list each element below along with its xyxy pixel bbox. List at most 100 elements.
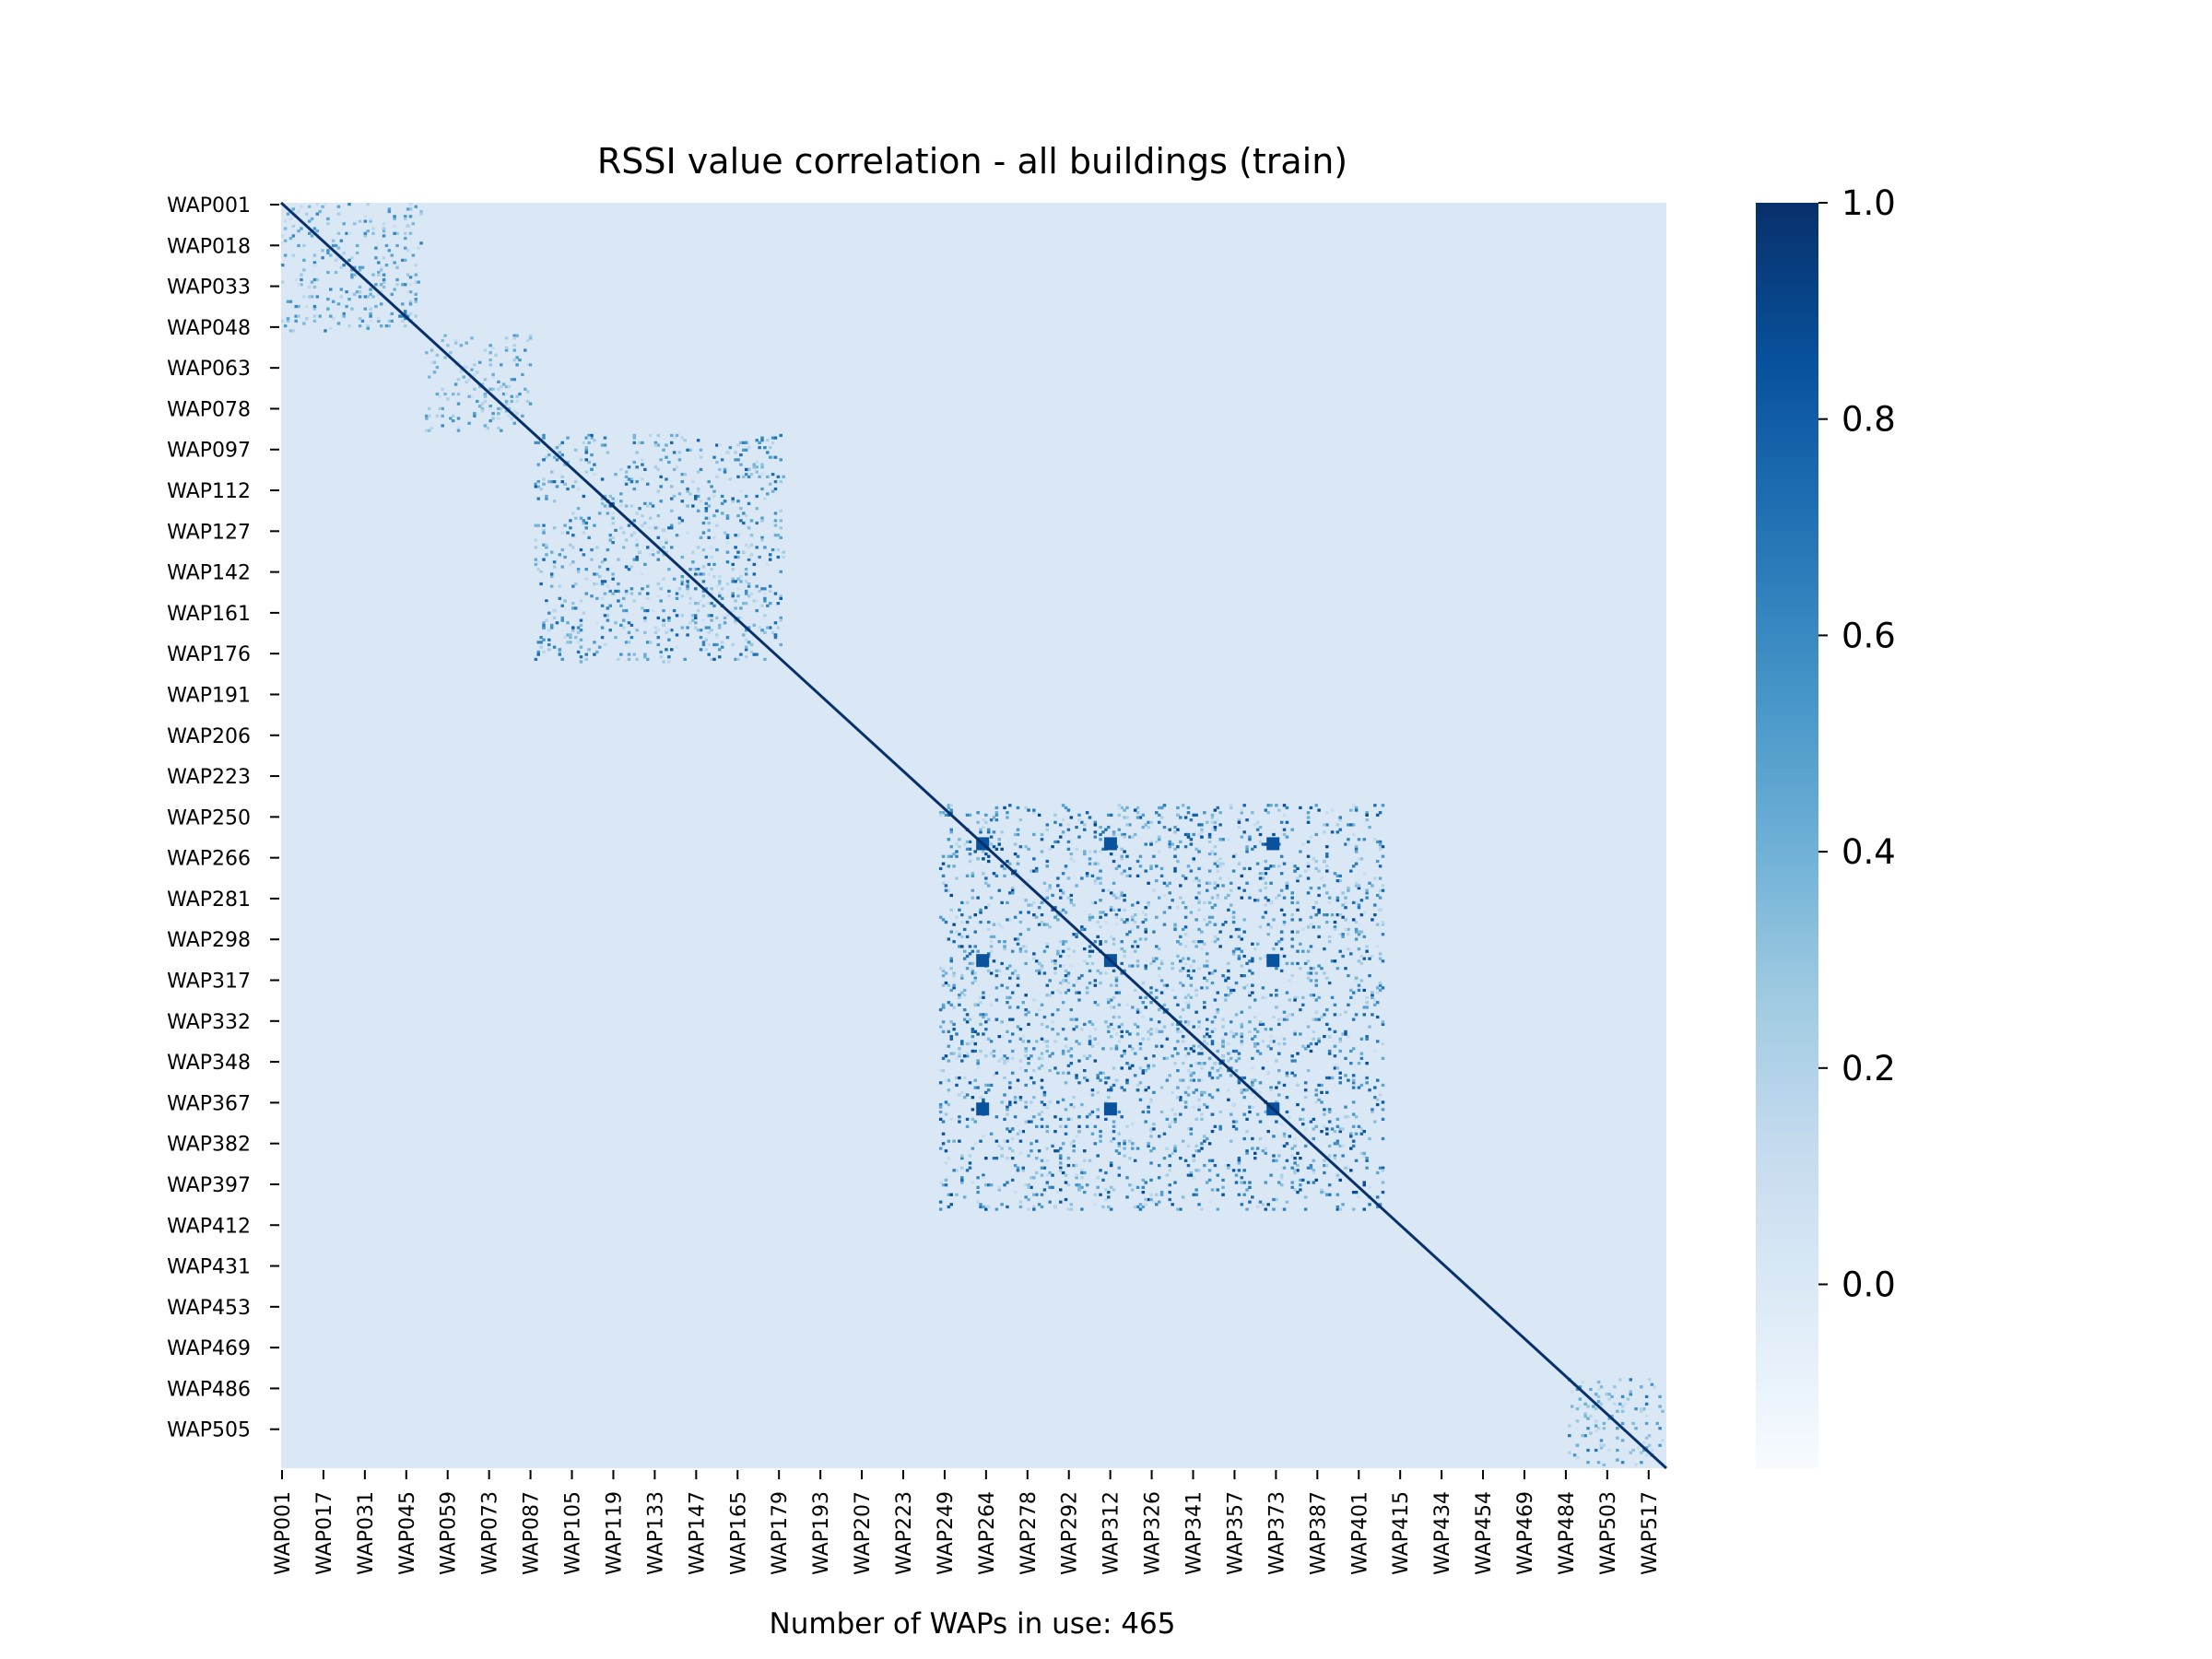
heatmap-cell [665,648,668,652]
heatmap-cell [710,629,713,632]
heatmap-cell [360,319,365,323]
heatmap-cell [1080,1102,1084,1107]
heatmap-cell [584,653,588,656]
heatmap-cell [403,317,407,321]
heatmap-cell [1045,1025,1050,1029]
heatmap-cell [542,558,546,561]
heatmap-cell [1333,1157,1337,1160]
heatmap-cell [1093,879,1098,883]
heatmap-cell [1077,976,1081,980]
heatmap-cell [1093,940,1098,944]
heatmap-cell [1200,986,1204,990]
heatmap-cell [938,1081,943,1085]
heatmap-cell [1641,1406,1646,1411]
heatmap-cell [1341,915,1345,919]
heatmap-cell [1131,964,1135,968]
heatmap-cell [1027,1207,1030,1211]
heatmap-cell [1032,912,1036,917]
heatmap-cell [1357,959,1361,963]
heatmap-cell [1258,1052,1263,1055]
heatmap-cell [1066,981,1071,985]
heatmap-cell [318,314,322,318]
heatmap-cell [699,648,703,652]
heatmap-cell [1264,954,1268,959]
heatmap-cell [1045,828,1050,831]
heatmap-cell [1641,1441,1646,1445]
heatmap-cell [1157,813,1161,817]
heatmap-cell [1303,1144,1308,1148]
heatmap-cell [1125,1003,1129,1006]
heatmap-cell [1149,1135,1153,1138]
heatmap-cell [665,541,668,545]
heatmap-cell [779,618,782,622]
heatmap-cell [1088,949,1092,953]
heatmap-cell [1186,835,1191,839]
heatmap-cell [1227,1098,1230,1101]
heatmap-cell [680,480,685,484]
heatmap-cell [947,1205,951,1209]
heatmap-cell [1155,1203,1159,1206]
heatmap-cell [1042,971,1047,975]
heatmap-cell [1109,1035,1113,1039]
heatmap-cell [1333,959,1337,963]
heatmap-cell [371,231,375,235]
heatmap-cell [1030,1149,1033,1153]
heatmap-cell [1128,874,1132,877]
heatmap-cell [1144,937,1147,941]
heatmap-cell [699,467,703,472]
heatmap-cell [1277,1041,1281,1046]
heatmap-cell [1282,1037,1287,1041]
heatmap-cell [379,268,383,272]
heatmap-cell [1207,835,1212,839]
heatmap-cell [1200,1047,1204,1051]
heatmap-cell [1144,1068,1147,1073]
heatmap-cell [1138,995,1143,1000]
heatmap-cell [1299,918,1302,922]
heatmap-cell [1194,1149,1198,1153]
heatmap-cell [1240,949,1244,953]
heatmap-cell [1375,1102,1380,1107]
heatmap-cell [1327,981,1332,985]
heatmap-cell [725,550,730,554]
heatmap-cell [645,608,650,613]
heatmap-cell [736,550,740,554]
heatmap-cell [1248,1105,1252,1109]
heatmap-cell [414,273,418,276]
heatmap-cell [641,441,644,444]
heatmap-cell [1123,954,1126,959]
heatmap-cell [1634,1406,1638,1411]
heatmap-cell [379,302,383,306]
heatmap-cell [579,516,583,520]
heatmap-cell [1168,1123,1171,1126]
heatmap-cell [1032,915,1036,919]
x-tick-label: WAP373 [1265,1491,1288,1575]
heatmap-cell [1072,933,1076,936]
heatmap-cell [374,256,378,260]
heatmap-cell [696,572,700,576]
colorbar-tick-label: 1.0 [1841,183,1896,223]
heatmap-cell [701,589,706,594]
heatmap-cell [1133,1074,1137,1077]
heatmap-cell [488,344,492,347]
heatmap-cell [984,1020,988,1024]
heatmap-cell [593,463,596,466]
heatmap-cell [938,1110,943,1114]
heatmap-cell [1147,1086,1150,1089]
heatmap-cell [1058,981,1063,985]
heatmap-cell [1296,1102,1300,1107]
heatmap-cell [536,524,540,527]
heatmap-cell [326,297,330,301]
y-tick-label: WAP281 [167,888,251,912]
heatmap-cell [1253,1035,1257,1039]
heatmap-cell [456,360,461,364]
heatmap-cell [782,550,785,554]
heatmap-cell [1030,1185,1033,1189]
heatmap-cell [739,606,743,610]
heatmap-cell [1216,1049,1220,1053]
heatmap-cell [1000,925,1004,929]
heatmap-cell [1058,1161,1063,1165]
heatmap-cell [763,546,767,549]
heatmap-cell [1245,983,1249,987]
heatmap-cell [723,467,727,472]
heatmap-cell [960,1157,964,1160]
